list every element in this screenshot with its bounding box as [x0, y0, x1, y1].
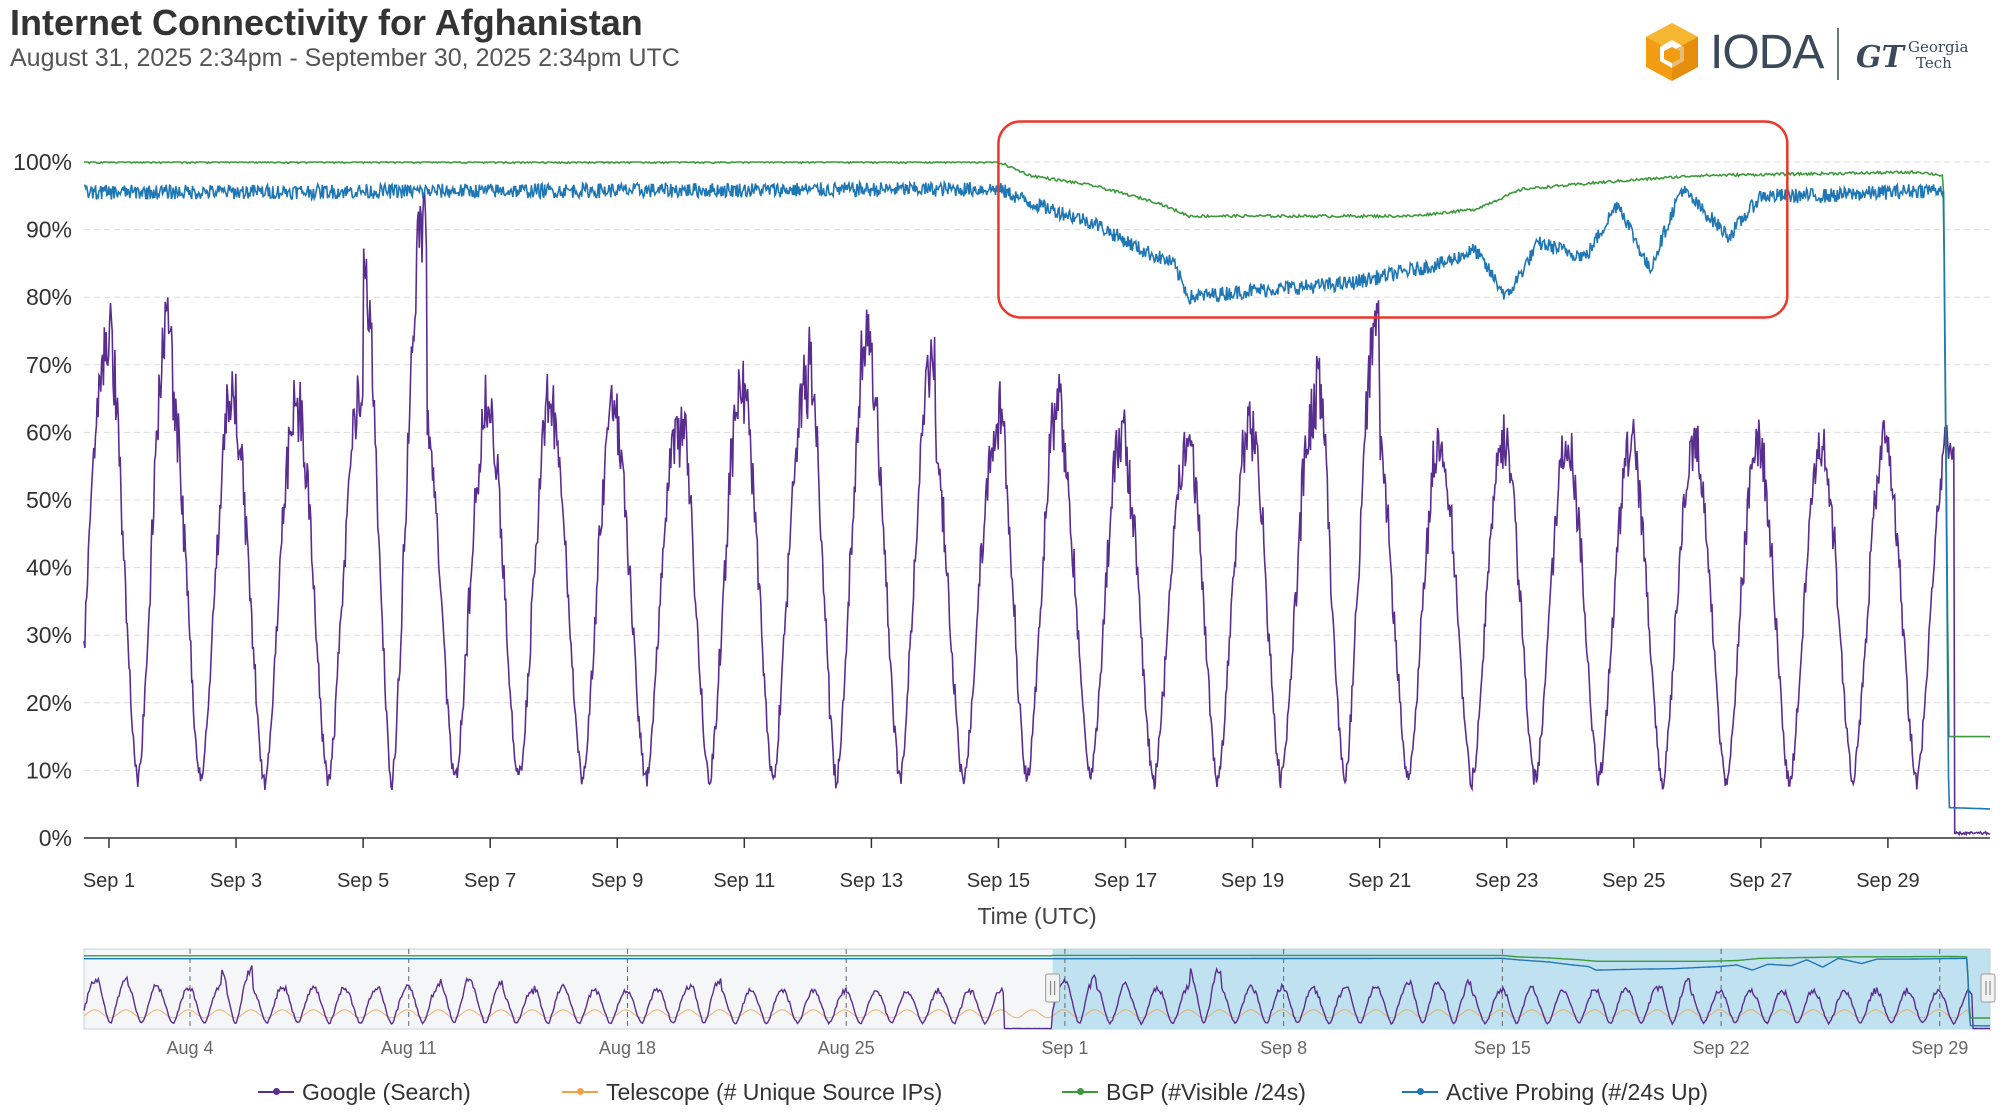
highlight-box	[997, 120, 1789, 319]
gt-name-line1: Georgia	[1908, 38, 1968, 56]
x-tick-label: Sep 17	[1094, 870, 1157, 892]
x-tick-label: Sep 13	[840, 870, 903, 892]
x-tick-label: Sep 21	[1348, 870, 1411, 892]
x-tick-label: Sep 29	[1856, 870, 1919, 892]
handle-grip	[1045, 973, 1061, 1003]
legend-item-telescope[interactable]: Telescope (# Unique Source IPs)	[562, 1077, 942, 1107]
y-tick-label: 0%	[39, 825, 72, 851]
legend-item-bgp[interactable]: BGP (#Visible /24s)	[1062, 1077, 1306, 1107]
navigator-tick-label: Aug 11	[381, 1038, 437, 1058]
x-tick-label: Sep 5	[337, 870, 389, 892]
y-axis: 0% 10% 20% 30% 40% 50% 60% 70% 80% 90% 100%	[13, 149, 72, 851]
x-tick-label: Sep 19	[1221, 870, 1284, 892]
y-tick-label: 10%	[26, 757, 72, 783]
x-tick-label: Sep 9	[591, 870, 643, 892]
navigator-series-active-probing	[84, 957, 1990, 1027]
navigator-tick-label: Aug 25	[818, 1038, 875, 1058]
legend-label-google: Google (Search)	[302, 1078, 471, 1105]
navigator-tick-label: Aug 18	[599, 1038, 656, 1058]
navigator-left-handle[interactable]	[1045, 973, 1061, 1003]
x-tick-label: Sep 1	[83, 870, 135, 892]
y-tick-label: 80%	[26, 284, 72, 310]
page-title: Internet Connectivity for Afghanistan	[10, 2, 643, 43]
x-tick-label: Sep 3	[210, 870, 262, 892]
ioda-logo: IODA GT Georgia Tech	[1646, 23, 1968, 81]
navigator-tick-label: Aug 4	[166, 1038, 213, 1058]
y-tick-label: 100%	[13, 149, 72, 175]
y-tick-label: 60%	[26, 419, 72, 445]
series-lines	[83, 160, 1991, 837]
legend-label-telescope: Telescope (# Unique Source IPs)	[606, 1078, 943, 1105]
x-tick-label: Sep 23	[1475, 870, 1538, 892]
series-google	[83, 190, 1991, 837]
page-subtitle: August 31, 2025 2:34pm - September 30, 2…	[10, 44, 680, 72]
x-axis-label: Time (UTC)	[977, 903, 1096, 929]
gt-name-line2: Tech	[1916, 54, 1952, 72]
x-tick-label: Sep 15	[967, 870, 1030, 892]
legend-swatch-google	[258, 1088, 294, 1095]
x-tick-label: Sep 27	[1729, 870, 1792, 892]
ioda-wordmark: IODA	[1710, 26, 1824, 79]
legend-item-active-probing[interactable]: Active Probing (#/24s Up)	[1402, 1077, 1708, 1107]
gridlines	[84, 161, 1990, 771]
navigator-tick-label: Sep 29	[1911, 1038, 1968, 1058]
legend-label-active-probing: Active Probing (#/24s Up)	[1446, 1078, 1709, 1105]
legend-label-bgp: BGP (#Visible /24s)	[1106, 1078, 1306, 1105]
navigator-right-handle[interactable]	[1980, 973, 1996, 1003]
navigator-tick-label: Sep 22	[1693, 1038, 1750, 1058]
legend-swatch-telescope	[562, 1088, 598, 1095]
x-tick-label: Sep 7	[464, 870, 516, 892]
series-active-probing	[83, 179, 1990, 810]
y-tick-label: 50%	[26, 487, 72, 513]
navigator-series-bgp	[84, 954, 1990, 1019]
legend-item-google[interactable]: Google (Search)	[258, 1077, 471, 1107]
legend-swatch-bgp	[1062, 1088, 1098, 1095]
x-axis: Sep 1 Sep 3 Sep 5 Sep 7 Sep 9 Sep 11 Sep 13 Sep…	[83, 837, 1990, 929]
series-bgp	[84, 160, 1990, 738]
y-tick-label: 90%	[26, 217, 72, 243]
y-tick-label: 70%	[26, 352, 72, 378]
chart-header: Internet Connectivity for Afghanistan Au…	[0, 0, 2000, 90]
ioda-hexagon-icon	[1646, 23, 1698, 81]
annotations	[997, 120, 1789, 319]
navigator-tick-label: Sep 15	[1474, 1038, 1531, 1058]
y-tick-label: 20%	[26, 690, 72, 716]
x-tick-label: Sep 25	[1602, 870, 1665, 892]
legend-swatch-active-probing	[1402, 1088, 1438, 1095]
handle-grip	[1980, 973, 1996, 1003]
y-tick-label: 30%	[26, 622, 72, 648]
navigator-series-telescope	[83, 1009, 1969, 1019]
gt-mark: GT	[1856, 40, 1907, 75]
navigator-tick-label: Sep 1	[1041, 1038, 1088, 1058]
navigator-tick-label: Sep 8	[1260, 1038, 1307, 1058]
navigator-series-google	[83, 965, 1991, 1030]
navigator[interactable]: Aug 4 Aug 11 Aug 18 Aug 25 Sep 1 Sep 8 Sep 15 S…	[83, 948, 1996, 1058]
y-tick-label: 40%	[26, 555, 72, 581]
x-tick-label: Sep 11	[713, 870, 775, 892]
